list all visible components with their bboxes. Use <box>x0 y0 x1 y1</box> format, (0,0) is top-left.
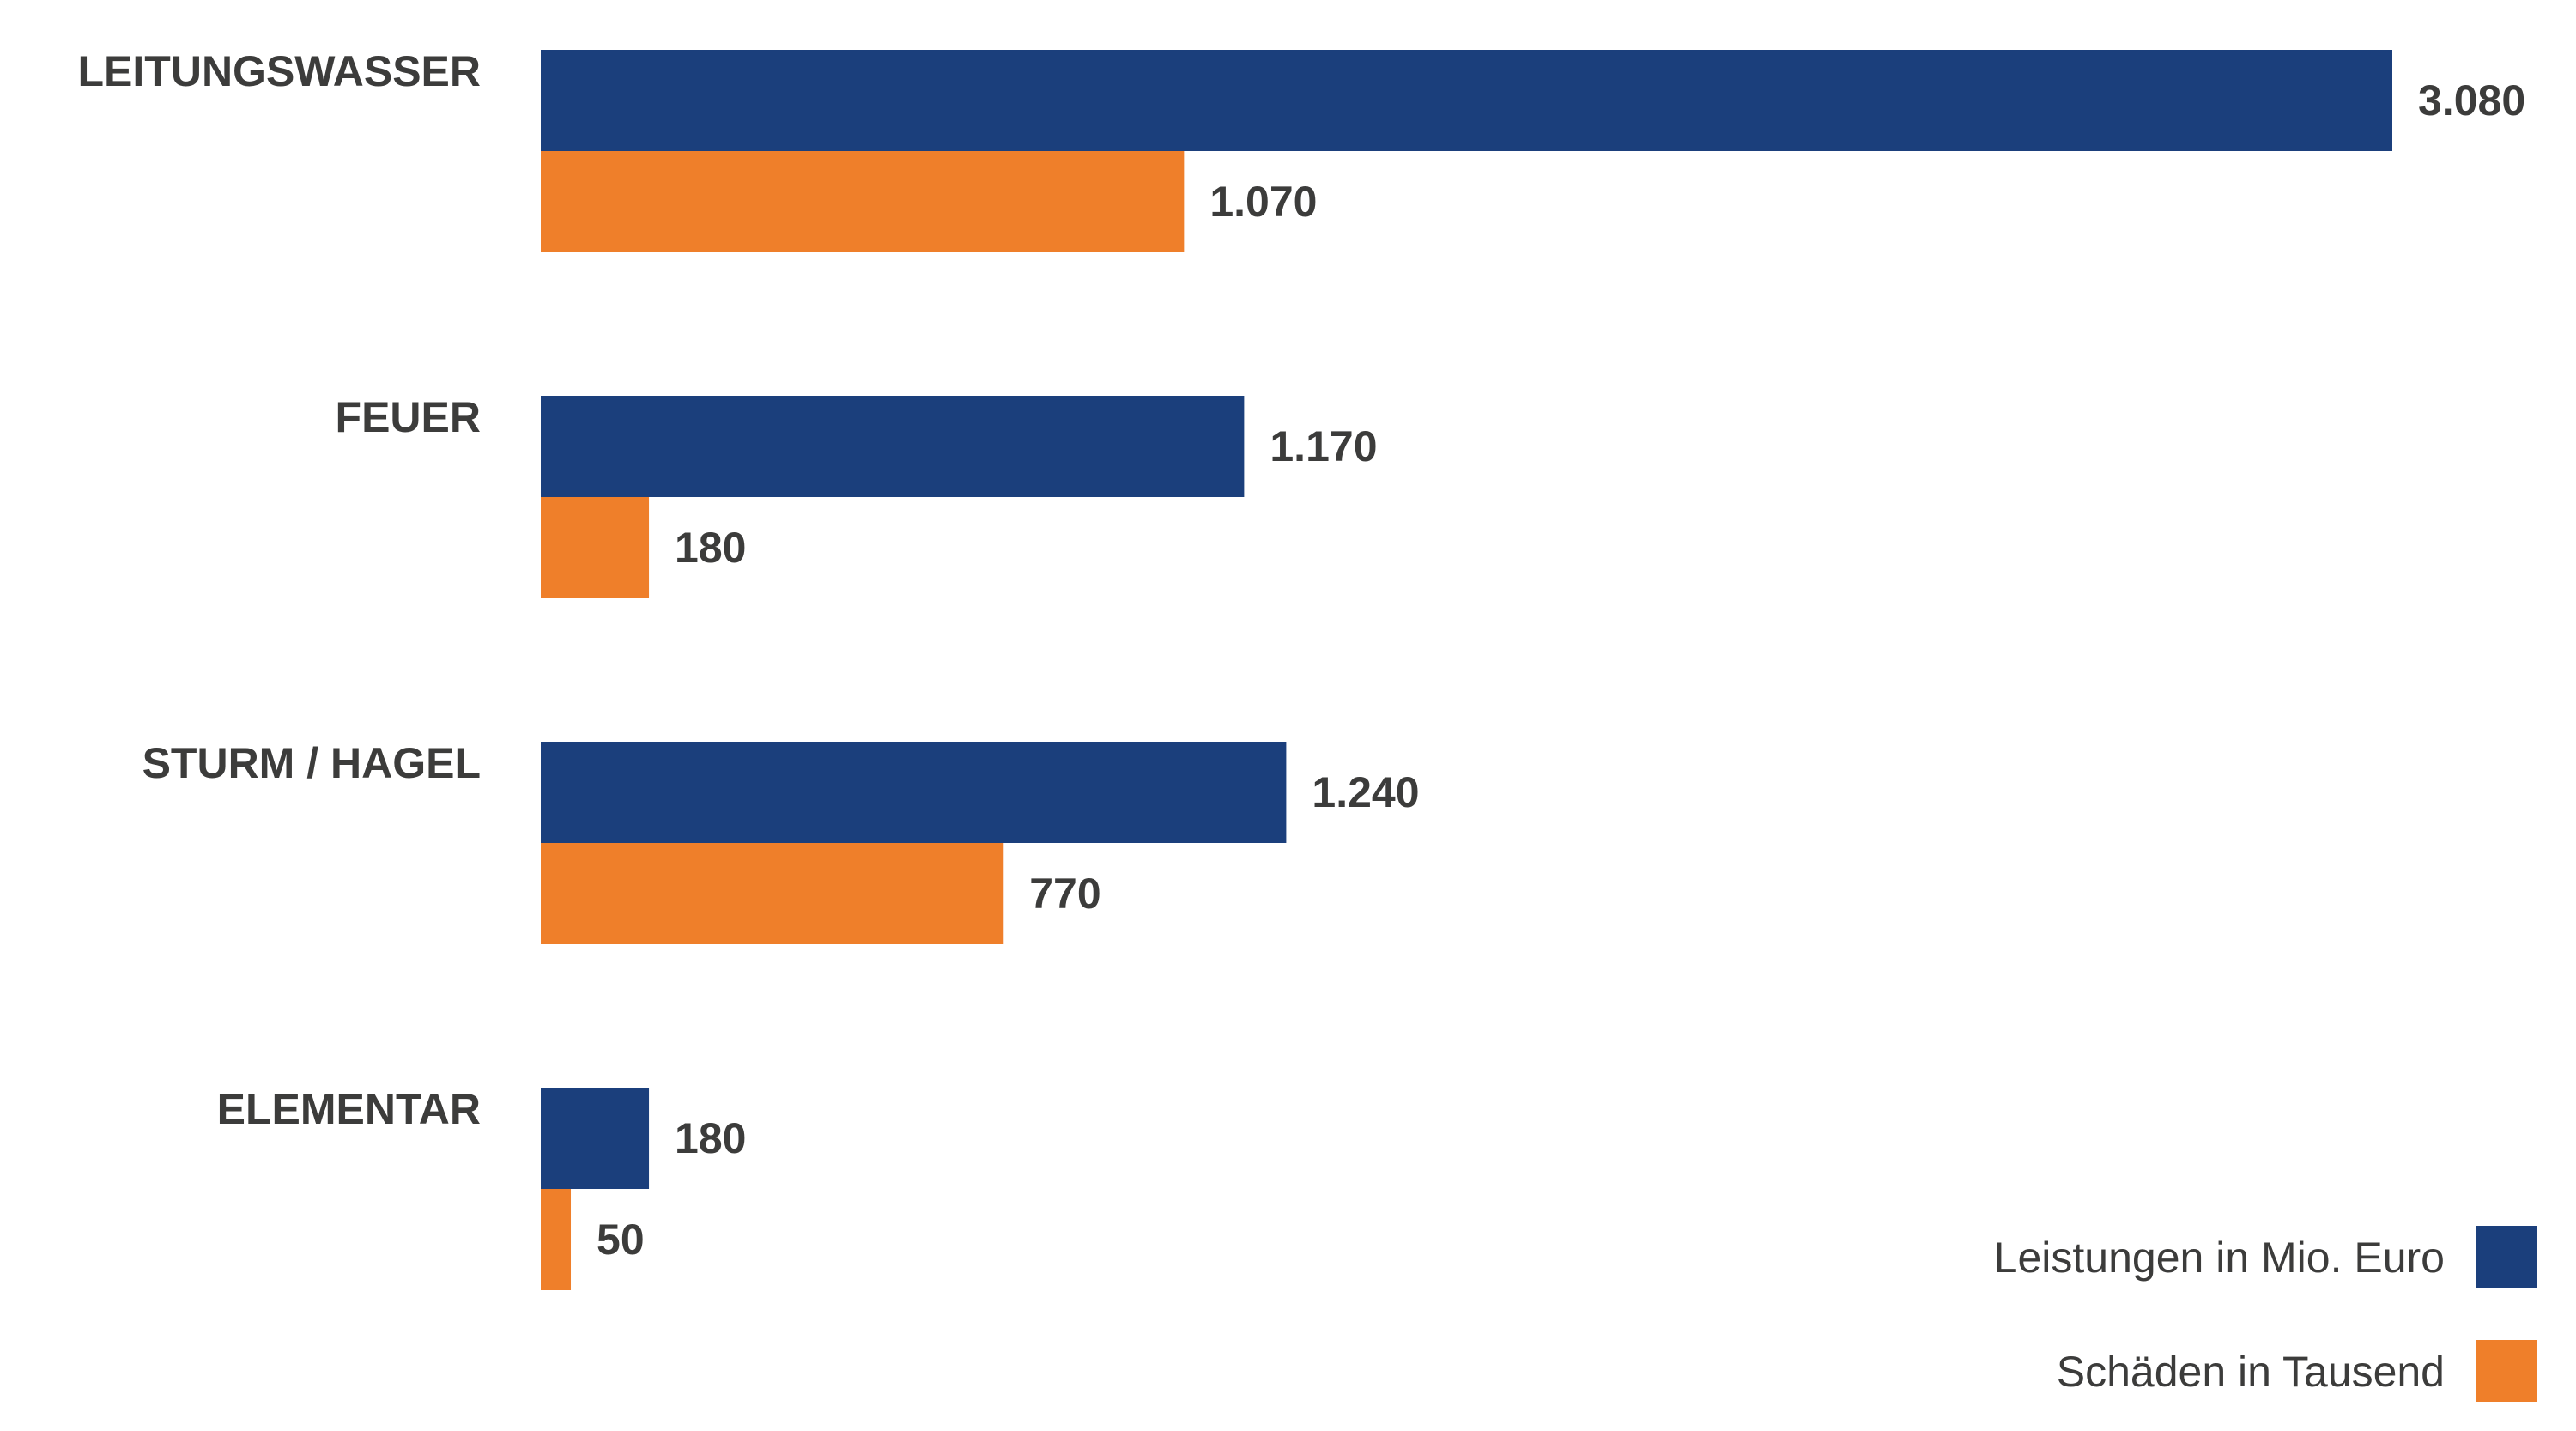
bar-elementar-series-0 <box>541 1088 650 1189</box>
legend-swatch-series-1 <box>2476 1340 2537 1402</box>
legend-swatch-series-0 <box>2476 1226 2537 1288</box>
bar-feuer-series-0 <box>541 396 1245 497</box>
value-label-leitungswasser-series-1: 1.070 <box>1209 178 1317 226</box>
value-label-sturm-hagel-series-0: 1.240 <box>1312 768 1419 816</box>
value-label-feuer-series-1: 180 <box>675 524 746 572</box>
legend: Leistungen in Mio. Euro Schäden in Tausen… <box>1994 1226 2537 1402</box>
value-label-sturm-hagel-series-1: 770 <box>1029 870 1100 918</box>
value-label-elementar-series-1: 50 <box>597 1216 645 1264</box>
value-labels: 3.080 1.070 1.170 180 1.240 770 180 50 <box>597 76 2525 1264</box>
value-label-elementar-series-0: 180 <box>675 1114 746 1162</box>
category-labels: LEITUNGSWASSER FEUER STURM / HAGEL ELEMENTA… <box>78 47 481 1133</box>
bar-sturm-hagel-series-0 <box>541 742 1287 843</box>
legend-label-series-0: Leistungen in Mio. Euro <box>1994 1234 2445 1282</box>
category-label-sturm-hagel: STURM / HAGEL <box>142 739 481 787</box>
bar-sturm-hagel-series-1 <box>541 843 1004 944</box>
bar-feuer-series-1 <box>541 497 650 598</box>
category-label-elementar: ELEMENTAR <box>217 1085 481 1133</box>
bar-leitungswasser-series-1 <box>541 151 1185 252</box>
value-label-feuer-series-0: 1.170 <box>1270 422 1377 470</box>
legend-label-series-1: Schäden in Tausend <box>2057 1348 2445 1396</box>
bar-elementar-series-1 <box>541 1189 572 1290</box>
bars <box>541 50 2392 1290</box>
bar-leitungswasser-series-0 <box>541 50 2392 151</box>
category-label-feuer: FEUER <box>336 393 481 441</box>
value-label-leitungswasser-series-0: 3.080 <box>2418 76 2525 124</box>
category-label-leitungswasser: LEITUNGSWASSER <box>78 47 481 95</box>
